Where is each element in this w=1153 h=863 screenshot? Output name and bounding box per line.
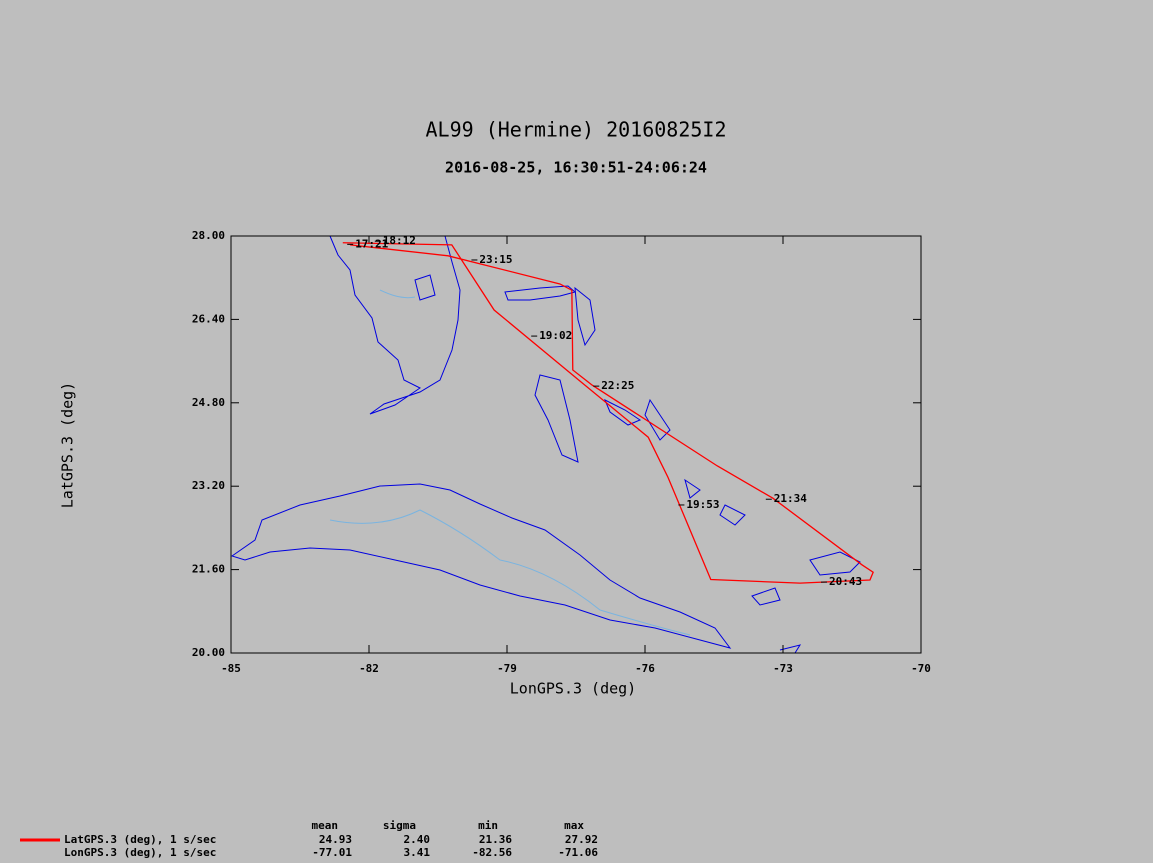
coastlines (230, 235, 861, 654)
legend-label: LonGPS.3 (deg), 1 s/sec (64, 846, 216, 859)
annotation: 19:53 (686, 498, 719, 511)
y-tick-label: 20.00 (192, 646, 225, 659)
stats-value: 27.92 (565, 833, 598, 846)
stats-header: mean (312, 819, 339, 832)
x-axis-label: LonGPS.3 (deg) (510, 680, 636, 698)
x-tick-label: -70 (911, 662, 931, 675)
x-tick-label: -85 (221, 662, 241, 675)
stats-value: 3.41 (404, 846, 431, 859)
annotation: 23:15 (479, 253, 512, 266)
stats-header: max (564, 819, 584, 832)
stats-value: -77.01 (312, 846, 352, 859)
flight-track (342, 242, 874, 584)
annotation: 19:02 (539, 329, 572, 342)
chart-title: AL99 (Hermine) 20160825I2 (425, 118, 726, 142)
annotation: 20:43 (829, 575, 862, 588)
x-tick-label: -76 (635, 662, 655, 675)
x-tick-label: -82 (359, 662, 379, 675)
y-tick-label: 24.80 (192, 396, 225, 409)
stats-value: -82.56 (472, 846, 512, 859)
legend-label: LatGPS.3 (deg), 1 s/sec (64, 833, 216, 846)
y-tick-label: 23.20 (192, 479, 225, 492)
y-tick-label: 21.60 (192, 563, 225, 576)
annotation: 17:21 (355, 237, 388, 250)
plot-frame (230, 235, 922, 654)
x-tick-label: -73 (773, 662, 793, 675)
stats-value: -71.06 (558, 846, 598, 859)
stats-header: sigma (383, 819, 416, 832)
y-tick-label: 28.00 (192, 229, 225, 242)
y-axis-label: LatGPS.3 (deg) (59, 382, 77, 508)
stats-header: min (478, 819, 498, 832)
annotation: 18:12 (383, 234, 416, 247)
annotation: 22:25 (601, 379, 634, 392)
stats-value: 24.93 (319, 833, 352, 846)
annotation: 21:34 (774, 492, 807, 505)
stats-value: 21.36 (479, 833, 512, 846)
stats-value: 2.40 (404, 833, 431, 846)
x-tick-label: -79 (497, 662, 517, 675)
chart-subtitle: 2016-08-25, 16:30:51-24:06:24 (445, 159, 707, 177)
y-tick-label: 26.40 (192, 312, 225, 325)
